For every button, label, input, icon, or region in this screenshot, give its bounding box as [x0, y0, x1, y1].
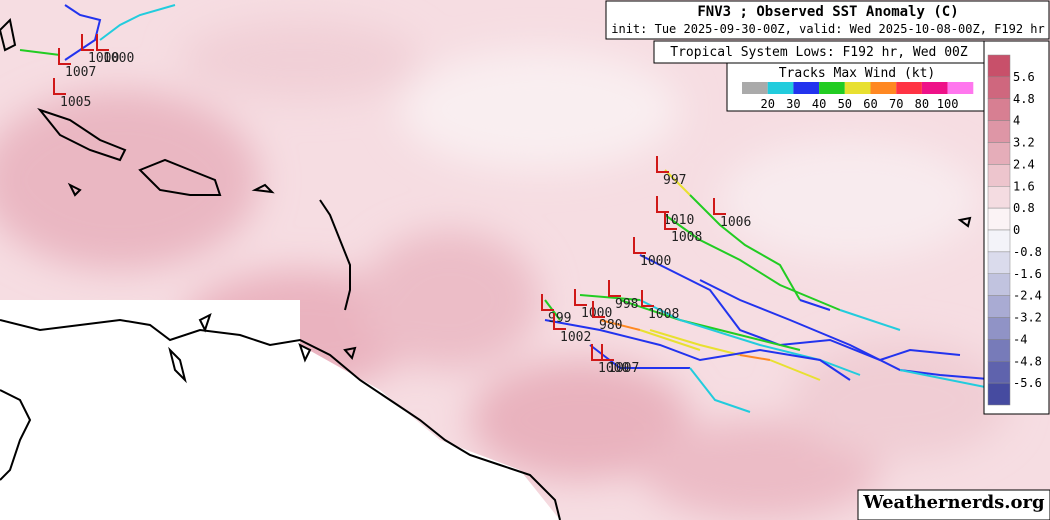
low-pressure-label: 1002: [560, 330, 591, 345]
low-marker: [592, 301, 605, 318]
low-pressure-label: 998: [615, 297, 638, 312]
colorbar-cell: [987, 382, 1011, 406]
low-marker: [664, 213, 677, 230]
low-marker: [591, 344, 604, 361]
colorbar-cell: [987, 229, 1011, 253]
colorbar-cell: [987, 295, 1011, 318]
low-marker: [53, 78, 66, 95]
low-pressure-label: 1000: [88, 51, 119, 66]
low-pressure-label: 980: [599, 318, 622, 333]
colorbar-label: 1.6: [1013, 179, 1035, 193]
lows-box-title: Tropical System Lows: F192 hr, Wed 00Z: [670, 45, 968, 60]
colorbar-cell: [987, 207, 1011, 231]
colorbar-label: -1.6: [1013, 267, 1042, 281]
low-pressure-label: 1007: [65, 65, 96, 80]
colorbar-label: 0: [1013, 223, 1020, 237]
low-pressure-label: 1010: [663, 213, 694, 228]
wind-swatch: [921, 82, 948, 94]
colorbar-label: -2.4: [1013, 289, 1042, 303]
colorbar-cell: [987, 54, 1011, 78]
colorbar-label: -5.6: [1013, 376, 1042, 390]
colorbar-cell: [987, 273, 1011, 296]
wind-swatch: [896, 82, 922, 94]
low-marker: [641, 290, 654, 307]
low-pressure-label: 1000: [598, 361, 629, 376]
wind-label: 70: [889, 97, 903, 111]
low-marker: [58, 48, 71, 65]
colorbar-label: 5.6: [1013, 70, 1035, 84]
low-marker: [656, 156, 669, 173]
colorbar-label: -3.2: [1013, 311, 1042, 325]
wind-label: 80: [915, 97, 929, 111]
wind-label: 40: [812, 97, 826, 111]
low-marker: [608, 280, 621, 297]
colorbar-label: 4.8: [1013, 92, 1035, 106]
colorbar-cell: [987, 142, 1011, 165]
wind-legend-title: Tracks Max Wind (kt): [779, 66, 936, 81]
colorbar-label: -0.8: [1013, 245, 1042, 259]
low-marker: [81, 34, 94, 51]
low-marker: [541, 294, 554, 311]
wind-swatch: [819, 82, 845, 94]
low-pressure-label: 1000: [640, 254, 671, 269]
low-pressure-label: 1005: [60, 95, 91, 110]
wind-swatch: [793, 82, 820, 94]
colorbar-label: 2.4: [1013, 157, 1035, 171]
low-pressure-label: 1008: [648, 307, 679, 322]
low-pressure-label: 999: [548, 311, 571, 326]
low-marker: [633, 237, 646, 254]
colorbar-label: -4: [1013, 332, 1027, 346]
colorbar-cell: [987, 76, 1011, 99]
low-pressure-label: 1008: [671, 230, 702, 245]
colorbar-cell: [987, 98, 1011, 121]
colorbar-cell: [987, 251, 1011, 274]
colorbar-label: 4: [1013, 114, 1020, 128]
colorbar-cell: [987, 164, 1011, 187]
colorbar: 5.6 4.8 4 3.2 2.4 1.6 0.8 0 -0.8 -1.6 -2.4 -3.2 -4 -4…: [983, 40, 1050, 415]
wind-label: 50: [838, 97, 852, 111]
low-marker: [553, 313, 566, 330]
low-pressure-label: 1000: [103, 51, 134, 66]
wind-swatch: [947, 82, 974, 94]
header-subtitle: init: Tue 2025-09-30-00Z, valid: Wed 202…: [611, 22, 1044, 36]
low-marker: [96, 34, 109, 51]
low-pressure-label: 1007: [608, 361, 639, 376]
wind-label: 60: [863, 97, 877, 111]
colorbar-cell: [987, 339, 1011, 362]
watermark-box: [857, 489, 1050, 520]
low-marker: [713, 198, 726, 215]
low-marker: [656, 196, 669, 213]
wind-label: 30: [786, 97, 800, 111]
low-marker: [601, 344, 614, 361]
low-pressure-label: 997: [663, 173, 686, 188]
colorbar-label: 0.8: [1013, 201, 1035, 215]
low-pressure-label: 1006: [720, 215, 751, 230]
wind-swatch: [844, 82, 871, 94]
wind-swatch: [870, 82, 897, 94]
storm-tracks: [19, 4, 1001, 413]
wind-legend: 20 30 40 50 60 70 80 100: [742, 82, 974, 111]
low-marker: [574, 289, 587, 306]
watermark: Weathernerds.org: [862, 492, 1045, 513]
coastlines: [0, 17, 972, 520]
wind-swatch: [742, 82, 768, 94]
wind-label: 100: [937, 97, 959, 111]
colorbar-cell: [987, 120, 1011, 143]
colorbar-cell: [987, 317, 1011, 340]
colorbar-cell: [987, 361, 1011, 384]
colorbar-label: -4.8: [1013, 354, 1042, 368]
colorbar-cell: [987, 186, 1011, 209]
header-title: FNV3 ; Observed SST Anomaly (C): [697, 4, 958, 20]
wind-label: 20: [760, 97, 774, 111]
wind-swatch: [767, 82, 794, 94]
colorbar-label: 3.2: [1013, 136, 1035, 150]
south-america-land: [0, 300, 560, 520]
